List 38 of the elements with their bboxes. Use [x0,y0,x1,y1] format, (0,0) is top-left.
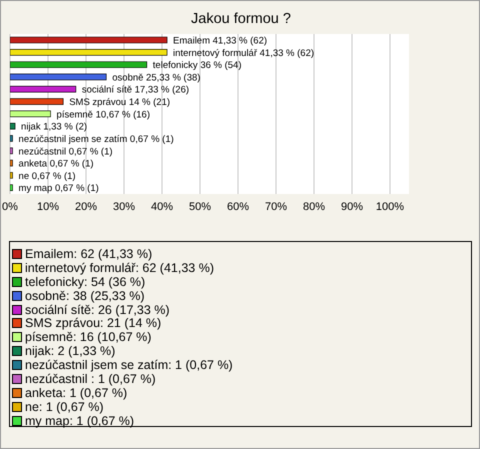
x-tick-label: 100% [376,200,404,213]
legend-label: telefonicky: 54 (36 %) [25,274,146,289]
data-label: sociální sítě 17,33 % (26) [82,84,190,96]
legend-label: osobně: 38 (25,33 %) [25,288,145,303]
data-label: nijak 1,33 % (2) [21,122,88,133]
x-tick-label: 30% [112,200,136,213]
x-tick-label: 90% [340,200,364,213]
data-label: nezúčastnil 0,67 % (1) [18,146,113,158]
data-label: nezúčastnil jsem se zatím 0,67 % (1) [18,134,174,145]
data-label: my map 0,67 % (1) [18,183,99,194]
data-label: internetový formulář 41,33 % (62) [173,48,314,59]
x-tick-label: 80% [302,200,326,213]
chart-title: Jakou formou ? [190,11,292,27]
x-tick-label: 10% [36,200,60,213]
legend-label: Emailem: 62 (41,33 %) [25,246,152,261]
legend-label: písemně: 16 (10,67 %) [25,330,152,344]
legend-label: SMS zprávou: 21 (14 %) [25,316,162,330]
legend-label: nezúčastnil jsem se zatím: 1 (0,67 %) [25,358,233,372]
legend-label: anketa: 1 (0,67 %) [25,386,128,400]
legend-label: nezúčastnil : 1 (0,67 %) [25,372,156,386]
legend-label: nijak: 2 (1,33 %) [25,344,116,358]
x-tick-label: 0% [2,200,18,213]
x-tick-label: 20% [74,200,98,213]
x-tick-label: 70% [264,200,288,213]
data-label: ne 0,67 % (1) [18,170,76,182]
legend-label: internetový formulář: 62 (41,33 %) [25,260,214,275]
x-tick-label: 50% [188,200,212,213]
x-tick-label: 40% [150,200,174,213]
data-label: SMS zprávou 14 % (21) [69,97,170,108]
legend-label: sociální sítě: 26 (17,33 %) [25,302,170,317]
data-label: Emailem 41,33 % (62) [173,36,268,46]
data-label: osobně 25,33 % (38) [112,72,200,84]
legend-label: my map: 1 (0,67 %) [25,414,134,428]
data-label: telefonicky 36 % (54) [152,60,242,72]
data-label: písemně 10,67 % (16) [56,109,150,120]
x-tick-label: 60% [226,200,250,213]
legend-label: ne: 1 (0,67 %) [25,400,104,414]
data-label: anketa 0,67 % (1) [18,158,94,170]
